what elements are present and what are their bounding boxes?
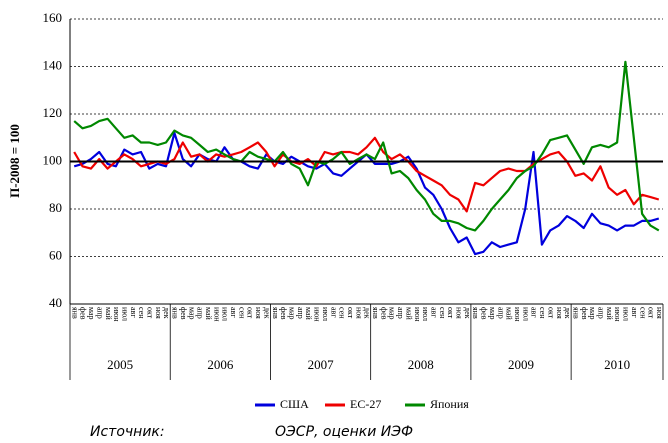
y-tick-label: 80	[49, 200, 62, 215]
x-tick-label: янв	[371, 307, 380, 319]
x-tick-label: янв	[471, 307, 480, 319]
x-tick-label: апр	[95, 307, 104, 319]
x-tick-label: мар	[588, 307, 597, 320]
x-tick-label: июл	[622, 307, 631, 321]
source-label: Источник:	[90, 424, 165, 440]
x-tick-label: ноя	[655, 307, 664, 319]
y-tick-label: 120	[43, 105, 63, 120]
x-tick-label: окт	[647, 307, 656, 319]
x-tick-label: фев	[480, 307, 489, 320]
x-tick-label: сен	[338, 307, 347, 319]
x-tick-label: ноя	[154, 307, 163, 319]
x-tick-label: ноя	[555, 307, 564, 319]
legend-label: ЕС-27	[350, 397, 381, 411]
series-line	[73, 131, 660, 256]
x-tick-label: сен	[638, 307, 647, 319]
x-tick-label: авг	[630, 307, 639, 318]
x-tick-label: авг	[129, 307, 138, 318]
x-tick-label: ноя	[254, 307, 263, 319]
x-tick-label: сен	[237, 307, 246, 319]
x-tick-label: окт	[246, 307, 255, 319]
x-tick-label: апр	[396, 307, 405, 319]
x-tick-label: ноя	[354, 307, 363, 319]
x-tick-label: июл	[321, 307, 330, 321]
x-tick-label: июл	[120, 307, 129, 321]
x-tick-label: май	[605, 307, 614, 321]
x-tick-label: мар	[488, 307, 497, 320]
legend-label: США	[280, 397, 309, 411]
year-label: 2010	[604, 357, 630, 372]
year-label: 2006	[207, 357, 234, 372]
x-tick-label: июн	[313, 307, 322, 322]
y-axis-label: П-2008 = 100	[7, 124, 22, 198]
x-tick-label: май	[404, 307, 413, 321]
x-tick-label: ноя	[455, 307, 464, 319]
source-text: ОЭСР, оценки ИЭФ	[275, 424, 413, 440]
series-line	[73, 136, 660, 213]
year-label: 2009	[508, 357, 534, 372]
x-tick-label: фев	[179, 307, 188, 320]
x-tick-label: мар	[388, 307, 397, 320]
x-tick-label: апр	[597, 307, 606, 319]
x-tick-label: июн	[413, 307, 422, 322]
year-label: 2005	[107, 357, 133, 372]
x-tick-label: мар	[287, 307, 296, 320]
x-tick-label: окт	[446, 307, 455, 319]
x-tick-label: июл	[421, 307, 430, 321]
y-tick-label: 60	[49, 247, 62, 262]
x-tick-label: апр	[196, 307, 205, 319]
x-tick-label: сен	[538, 307, 547, 319]
x-tick-label: окт	[146, 307, 155, 319]
legend-label: Япония	[430, 397, 469, 411]
x-tick-label: фев	[279, 307, 288, 320]
x-tick-label: окт	[346, 307, 355, 319]
x-tick-label: июн	[212, 307, 221, 322]
x-tick-label: авг	[329, 307, 338, 318]
x-tick-label: янв	[70, 307, 79, 319]
x-tick-label: дек	[162, 307, 171, 319]
x-tick-label: май	[304, 307, 313, 321]
x-tick-label: мар	[87, 307, 96, 320]
x-tick-label: фев	[379, 307, 388, 320]
x-tick-label: июл	[521, 307, 530, 321]
x-tick-label: мар	[187, 307, 196, 320]
y-tick-label: 160	[43, 10, 63, 25]
x-tick-label: июл	[221, 307, 230, 321]
y-tick-label: 40	[49, 295, 62, 310]
x-tick-label: авг	[229, 307, 238, 318]
x-tick-label: дек	[262, 307, 271, 319]
x-tick-label: авг	[530, 307, 539, 318]
x-tick-label: июн	[112, 307, 121, 322]
x-tick-label: дек	[363, 307, 372, 319]
x-tick-label: июн	[613, 307, 622, 322]
year-label: 2008	[408, 357, 434, 372]
x-tick-label: янв	[271, 307, 280, 319]
x-tick-label: авг	[429, 307, 438, 318]
x-tick-label: янв	[171, 307, 180, 319]
y-tick-label: 140	[43, 57, 63, 72]
x-tick-label: сен	[438, 307, 447, 319]
x-tick-label: апр	[296, 307, 305, 319]
x-tick-label: май	[104, 307, 113, 321]
x-tick-label: фев	[580, 307, 589, 320]
x-tick-label: дек	[563, 307, 572, 319]
year-label: 2007	[308, 357, 335, 372]
x-tick-label: апр	[496, 307, 505, 319]
x-tick-label: окт	[546, 307, 555, 319]
x-tick-label: июн	[513, 307, 522, 322]
series-line	[73, 60, 660, 232]
x-tick-label: фев	[79, 307, 88, 320]
x-tick-label: дек	[463, 307, 472, 319]
y-tick-label: 100	[43, 152, 63, 167]
x-tick-label: янв	[571, 307, 580, 319]
x-tick-label: май	[204, 307, 213, 321]
x-tick-label: май	[505, 307, 514, 321]
x-tick-label: сен	[137, 307, 146, 319]
